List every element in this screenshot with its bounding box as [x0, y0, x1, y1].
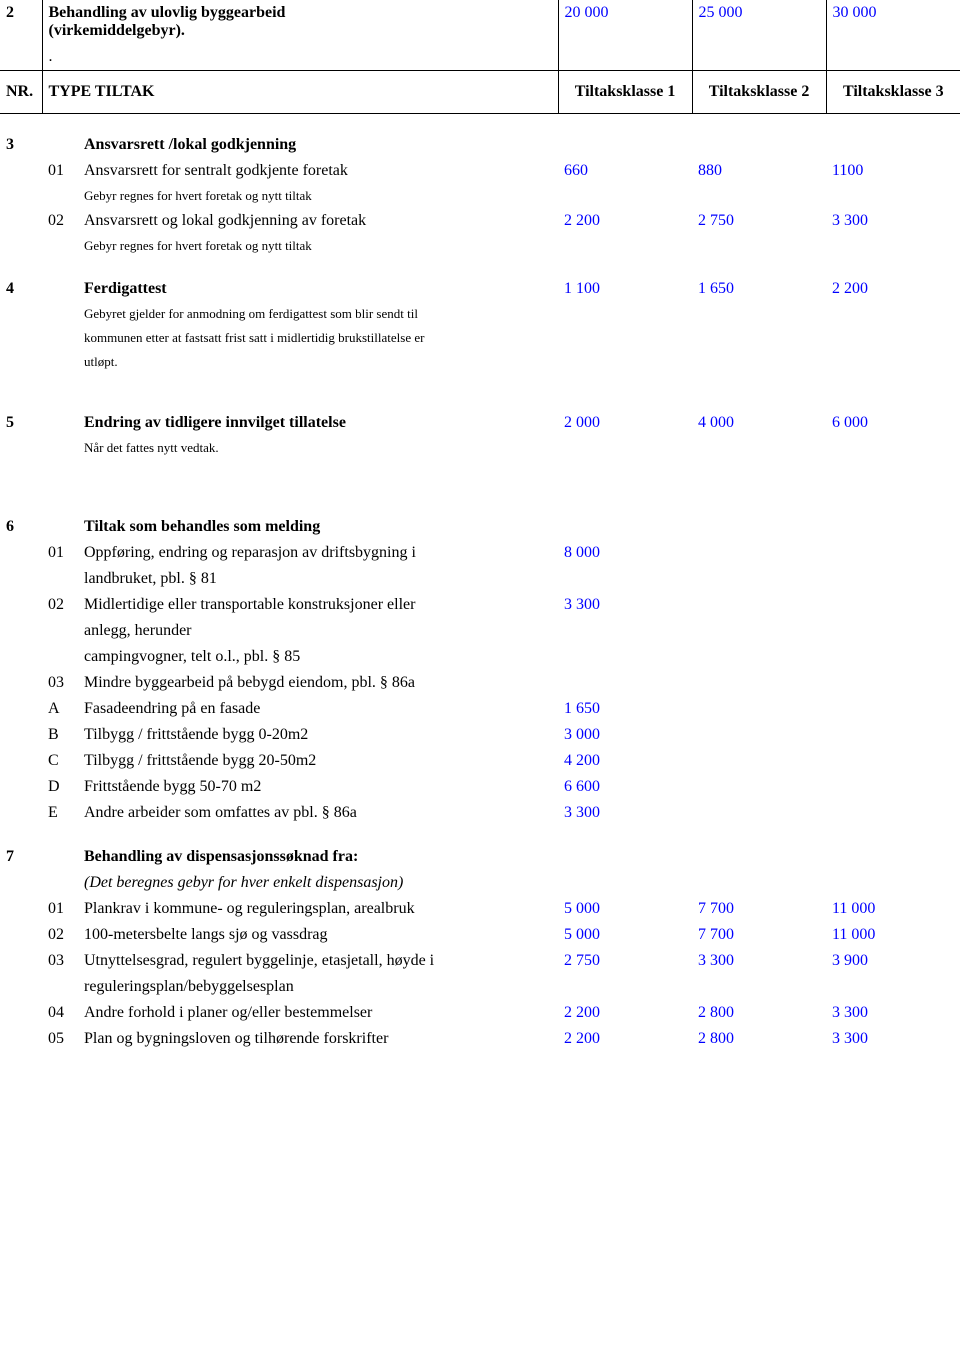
- value-k3: 2 200: [826, 276, 960, 302]
- sub-nr: B: [42, 722, 78, 748]
- value-k1: 1 650: [558, 696, 692, 722]
- row-label: campingvogner, telt o.l., pbl. § 85: [78, 644, 558, 670]
- value-k3: 11 000: [826, 896, 960, 922]
- row-note: Gebyr regnes for hvert foretak og nytt t…: [78, 234, 558, 258]
- row-label: Ansvarsrett og lokal godkjenning av fore…: [78, 208, 558, 234]
- row-label: Plankrav i kommune- og reguleringsplan, …: [78, 896, 558, 922]
- sub-nr: 01: [42, 540, 78, 566]
- row-subtitle: (Det beregnes gebyr for hver enkelt disp…: [78, 870, 558, 896]
- row-label: Andre forhold i planer og/eller bestemme…: [78, 1000, 558, 1026]
- title-line: (virkemiddelgebyr).: [49, 22, 185, 39]
- value-k1: 6 600: [558, 774, 692, 800]
- value-k1: 3 300: [558, 592, 692, 618]
- sub-nr: E: [42, 800, 78, 826]
- row-label: Plan og bygningsloven og tilhørende fors…: [78, 1026, 558, 1052]
- value-k3: 6 000: [826, 410, 960, 436]
- row-title: Ferdigattest: [78, 276, 558, 302]
- value-k2: 4 000: [692, 410, 826, 436]
- row-nr: 6: [0, 514, 42, 540]
- value-k1: 2 000: [558, 410, 692, 436]
- sub-nr: 05: [42, 1026, 78, 1052]
- row-label: Ansvarsrett for sentralt godkjente foret…: [78, 158, 558, 184]
- sub-nr: 03: [42, 670, 78, 696]
- row-nr: 3: [0, 132, 42, 158]
- row-label: landbruket, pbl. § 81: [78, 566, 558, 592]
- sub-nr: 02: [42, 592, 78, 618]
- dot: .: [42, 44, 558, 71]
- row-title: Ansvarsrett /lokal godkjenning: [78, 132, 558, 158]
- row-title: Tiltak som behandles som melding: [78, 514, 558, 540]
- row-nr: 4: [0, 276, 42, 302]
- row-label: Tilbygg / frittstående bygg 20-50m2: [78, 748, 558, 774]
- value-k2: 25 000: [692, 0, 826, 44]
- row-title: Behandling av dispensasjonssøknad fra:: [78, 844, 558, 870]
- row-label: Utnyttelsesgrad, regulert byggelinje, et…: [78, 948, 558, 974]
- header-k2: Tiltaksklasse 2: [692, 71, 826, 114]
- fee-table: 2 Behandling av ulovlig byggearbeid (vir…: [0, 0, 960, 1052]
- row-label: reguleringsplan/bebyggelsesplan: [78, 974, 558, 1000]
- value-k1: 3 300: [558, 800, 692, 826]
- row-desc: kommunen etter at fastsatt frist satt i …: [78, 326, 558, 350]
- value-k3: 11 000: [826, 922, 960, 948]
- sub-nr: 01: [42, 896, 78, 922]
- row-label: Fasadeendring på en fasade: [78, 696, 558, 722]
- value-k1: 2 200: [558, 1000, 692, 1026]
- value-k3: 3 900: [826, 948, 960, 974]
- row-title: Behandling av ulovlig byggearbeid (virke…: [42, 0, 558, 44]
- value-k3: 3 300: [826, 1026, 960, 1052]
- value-k2: 1 650: [692, 276, 826, 302]
- value-k3: 30 000: [826, 0, 960, 44]
- value-k1: 2 200: [558, 208, 692, 234]
- row-desc: utløpt.: [78, 350, 558, 374]
- value-k2: 2 800: [692, 1026, 826, 1052]
- row-label: 100-metersbelte langs sjø og vassdrag: [78, 922, 558, 948]
- row-nr: 7: [0, 844, 42, 870]
- value-k1: 5 000: [558, 922, 692, 948]
- row-nr: 2: [0, 0, 42, 44]
- sub-nr: 02: [42, 922, 78, 948]
- row-note: Gebyr regnes for hvert foretak og nytt t…: [78, 184, 558, 208]
- sub-nr: A: [42, 696, 78, 722]
- row-nr: 5: [0, 410, 42, 436]
- sub-nr: 03: [42, 948, 78, 974]
- value-k2: 2 800: [692, 1000, 826, 1026]
- value-k3: 3 300: [826, 1000, 960, 1026]
- header-nr: NR.: [0, 71, 42, 114]
- value-k2: 7 700: [692, 896, 826, 922]
- header-k3: Tiltaksklasse 3: [826, 71, 960, 114]
- header-k1: Tiltaksklasse 1: [558, 71, 692, 114]
- sub-nr: 01: [42, 158, 78, 184]
- value-k2: 880: [692, 158, 826, 184]
- row-title: Endring av tidligere innvilget tillatels…: [78, 410, 558, 436]
- row-label: Andre arbeider som omfattes av pbl. § 86…: [78, 800, 558, 826]
- value-k3: 1100: [826, 158, 960, 184]
- value-k1: 3 000: [558, 722, 692, 748]
- row-label: Midlertidige eller transportable konstru…: [78, 592, 558, 618]
- value-k1: 20 000: [558, 0, 692, 44]
- value-k1: 2 750: [558, 948, 692, 974]
- row-label: anlegg, herunder: [78, 618, 558, 644]
- sub-nr: C: [42, 748, 78, 774]
- value-k1: 4 200: [558, 748, 692, 774]
- value-k2: 7 700: [692, 922, 826, 948]
- title-line: Behandling av ulovlig byggearbeid: [49, 4, 286, 21]
- value-k1: 660: [558, 158, 692, 184]
- sub-nr: D: [42, 774, 78, 800]
- value-k1: 5 000: [558, 896, 692, 922]
- row-desc: Når det fattes nytt vedtak.: [78, 436, 558, 460]
- value-k2: 3 300: [692, 948, 826, 974]
- value-k1: 1 100: [558, 276, 692, 302]
- row-label: Mindre byggearbeid på bebygd eiendom, pb…: [78, 670, 558, 696]
- row-desc: Gebyret gjelder for anmodning om ferdiga…: [78, 302, 558, 326]
- row-label: Tilbygg / frittstående bygg 0-20m2: [78, 722, 558, 748]
- value-k2: 2 750: [692, 208, 826, 234]
- sub-nr: 04: [42, 1000, 78, 1026]
- sub-nr: 02: [42, 208, 78, 234]
- row-label: Frittstående bygg 50-70 m2: [78, 774, 558, 800]
- header-type: TYPE TILTAK: [42, 71, 558, 114]
- value-k1: 2 200: [558, 1026, 692, 1052]
- row-label: Oppføring, endring og reparasjon av drif…: [78, 540, 558, 566]
- value-k1: 8 000: [558, 540, 692, 566]
- value-k3: 3 300: [826, 208, 960, 234]
